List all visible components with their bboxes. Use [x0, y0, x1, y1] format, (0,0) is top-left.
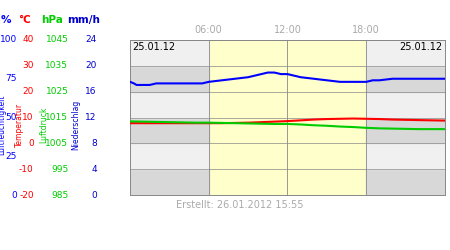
Bar	[130, 40, 445, 66]
Text: mm/h: mm/h	[67, 15, 100, 25]
Text: 1035: 1035	[45, 61, 68, 70]
Text: °C: °C	[18, 15, 31, 25]
Text: Niederschlag: Niederschlag	[71, 100, 80, 150]
Text: 12:00: 12:00	[274, 25, 302, 35]
Text: 50: 50	[5, 113, 17, 122]
Text: 995: 995	[51, 165, 68, 174]
Text: 25.01.12: 25.01.12	[400, 42, 443, 52]
Text: -20: -20	[19, 190, 34, 200]
Text: 16: 16	[85, 87, 97, 96]
Text: 1045: 1045	[45, 36, 68, 44]
Text: 06:00: 06:00	[195, 25, 223, 35]
Text: 985: 985	[51, 190, 68, 200]
Text: hPa: hPa	[41, 15, 63, 25]
Bar	[130, 143, 445, 169]
Text: Erstellt: 26.01.2012 15:55: Erstellt: 26.01.2012 15:55	[176, 200, 304, 210]
Text: 25.01.12: 25.01.12	[132, 42, 176, 52]
Text: 25: 25	[6, 152, 17, 161]
Bar	[130, 66, 445, 92]
Text: 10: 10	[22, 113, 34, 122]
Text: 0: 0	[28, 139, 34, 148]
Text: 24: 24	[86, 36, 97, 44]
Text: %: %	[1, 15, 12, 25]
Text: 4: 4	[91, 165, 97, 174]
Text: -10: -10	[19, 165, 34, 174]
Text: Temperatur: Temperatur	[15, 103, 24, 147]
Text: 20: 20	[22, 87, 34, 96]
Text: 40: 40	[22, 36, 34, 44]
Text: 30: 30	[22, 61, 34, 70]
Text: 0: 0	[91, 190, 97, 200]
Bar	[130, 118, 445, 143]
Bar	[209, 40, 366, 195]
Text: 20: 20	[86, 61, 97, 70]
Bar	[130, 169, 445, 195]
Text: 100: 100	[0, 36, 17, 44]
Text: Luftfeuchtigkeit: Luftfeuchtigkeit	[0, 95, 6, 155]
Text: 1015: 1015	[45, 113, 68, 122]
Text: Luftdruck: Luftdruck	[40, 107, 49, 143]
Text: 12: 12	[86, 113, 97, 122]
Text: 8: 8	[91, 139, 97, 148]
Text: 0: 0	[11, 190, 17, 200]
Text: 1025: 1025	[45, 87, 68, 96]
Bar	[130, 92, 445, 118]
Text: 18:00: 18:00	[352, 25, 380, 35]
Text: 1005: 1005	[45, 139, 68, 148]
Text: 75: 75	[5, 74, 17, 83]
